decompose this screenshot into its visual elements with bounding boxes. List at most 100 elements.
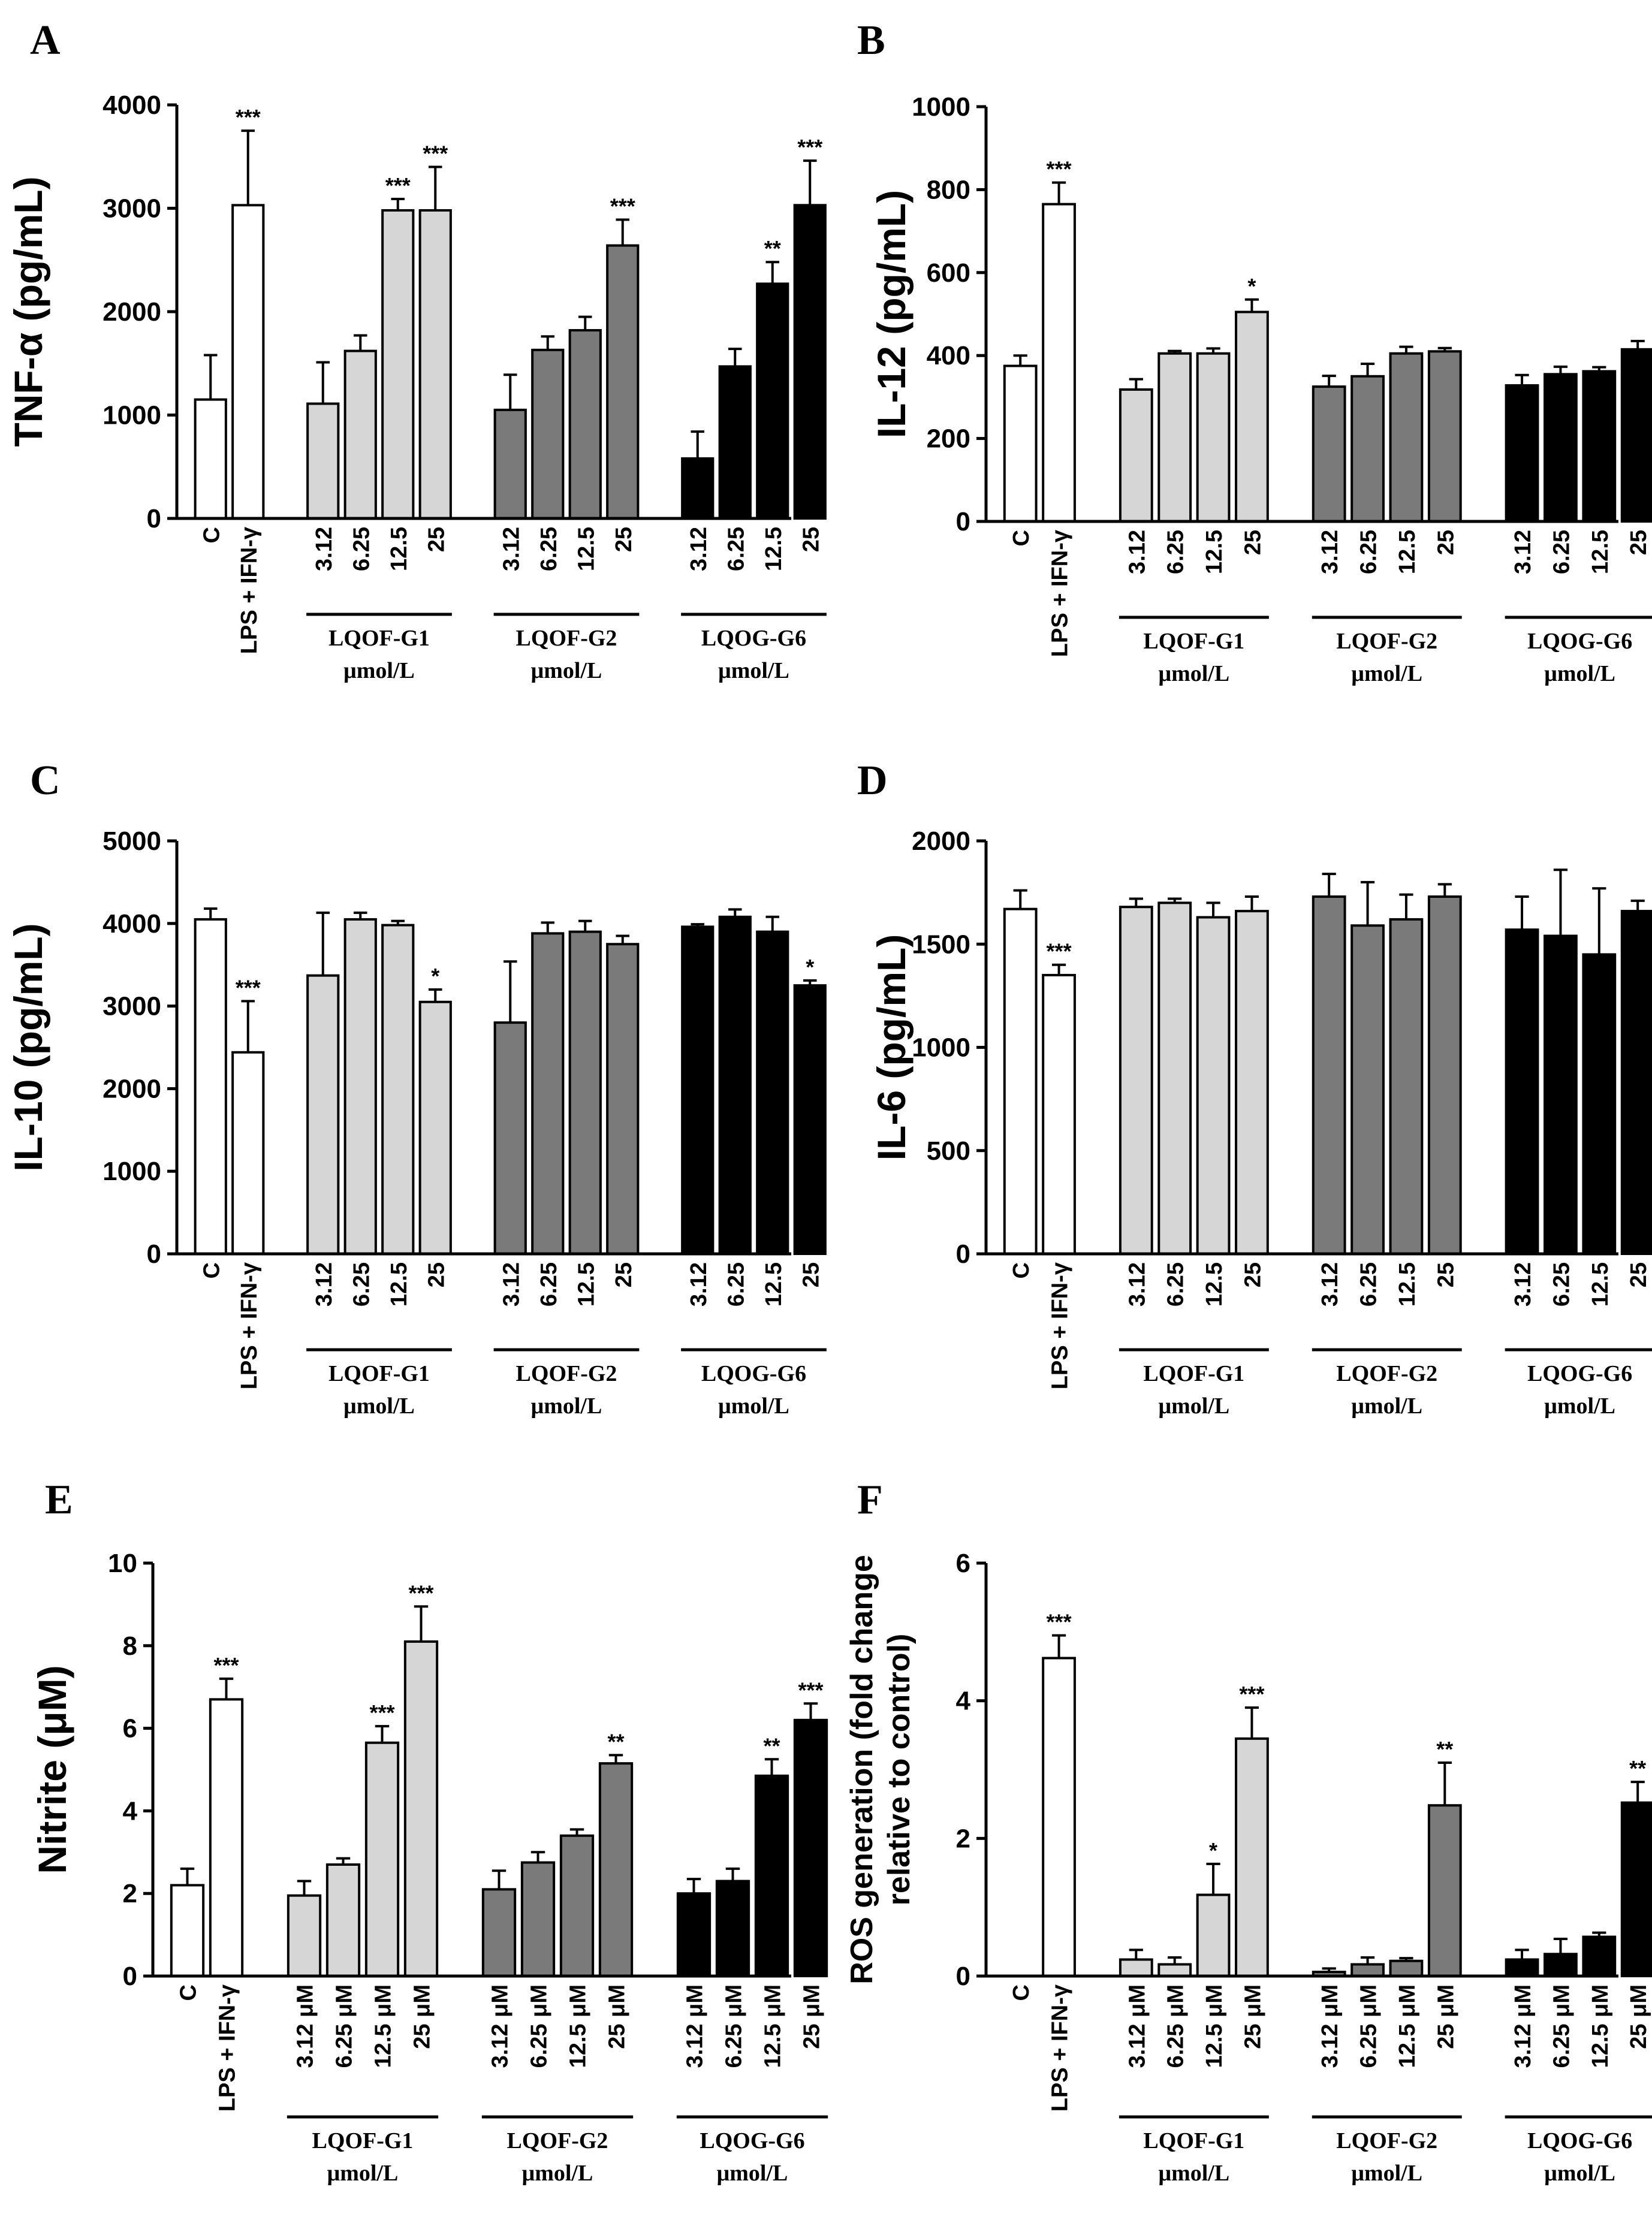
x-category-label: 6.25: [536, 1262, 562, 1307]
x-category-label: 25: [1433, 530, 1458, 555]
bar-lqof-g2: [520, 1861, 556, 1977]
x-category-label: 25: [611, 527, 637, 552]
significance-marker: ***: [610, 194, 635, 218]
x-category-label: 3.12: [312, 1262, 337, 1307]
group-label: LQOG-G6: [701, 626, 806, 651]
x-category-label: 25: [611, 1262, 637, 1287]
x-category-label: 25: [424, 527, 449, 552]
bar-control: [1042, 1657, 1076, 1977]
bar-lqof-g1: [1119, 906, 1153, 1255]
bar-lqof-g1: [343, 918, 377, 1256]
y-tick-label: 2000: [103, 1074, 161, 1103]
chart-panel-e: E Nitrite (μM) 0 2 4 6 8 10 C *** LPS + IFN-γ 3.12 …: [30, 1477, 828, 2186]
x-category-label: LPS + IFN-γ: [1048, 530, 1073, 657]
y-axis-label-line: relative to control): [882, 1634, 917, 1906]
x-category-label: 12.5 μM: [1588, 1984, 1613, 2068]
bar-lqog-g6: [1620, 910, 1652, 1255]
significance-marker: ***: [1047, 1610, 1072, 1634]
significance-marker: ***: [1047, 939, 1072, 964]
y-axis-label: IL-6 (pg/mL): [869, 934, 914, 1161]
significance-marker: ***: [423, 141, 448, 166]
significance-marker: *: [1209, 1838, 1217, 1863]
y-tick-label: 800: [927, 175, 970, 204]
chart-panel-f: F ROS generation (fold changerelative to …: [845, 1477, 1652, 2186]
group-unit-label: μmol/L: [1159, 661, 1230, 686]
significance-marker: ***: [798, 1678, 823, 1702]
group-label: LQOF-G1: [1143, 2128, 1244, 2153]
x-category-label: 25 μM: [1626, 1984, 1651, 2049]
x-category-label: 6.25: [1356, 530, 1382, 574]
significance-marker: *: [1247, 274, 1256, 298]
bar-lqof-g1: [306, 402, 340, 520]
bar-lqog-g6: [793, 1718, 828, 1978]
y-tick-label: 5000: [103, 827, 161, 856]
bar-lqof-g1: [403, 1640, 439, 1977]
y-tick-label: 1000: [912, 92, 970, 122]
bar-lqog-g6: [793, 204, 827, 520]
y-tick-label: 1500: [912, 930, 970, 959]
bar-lqof-g1: [1157, 1963, 1192, 1977]
bar-lqog-g6: [681, 457, 715, 520]
x-category-label: 3.12: [1511, 530, 1536, 574]
y-tick-label: 0: [956, 1962, 970, 1991]
x-category-label: 6.25: [723, 527, 749, 571]
group-label: LQOF-G2: [1336, 629, 1437, 654]
y-tick-label: 8: [123, 1631, 137, 1661]
bar-lqof-g2: [1312, 385, 1346, 523]
x-category-label: 12.5: [761, 1262, 786, 1307]
group-unit-label: μmol/L: [531, 1393, 602, 1419]
y-tick-label: 1000: [912, 1033, 970, 1063]
x-category-label: 6.25: [1549, 530, 1574, 574]
x-category-label: 12.5 μM: [371, 1984, 396, 2068]
significance-marker: **: [607, 1729, 624, 1754]
bar-lqof-g2: [559, 1834, 595, 1977]
x-category-label: 25 μM: [605, 1984, 630, 2049]
bar-lqof-g2: [493, 1021, 527, 1256]
bar-control: [1003, 364, 1038, 523]
y-tick-label: 0: [123, 1962, 137, 1991]
bar-lqof-g1: [1119, 388, 1153, 523]
x-category-label: 3.12: [1125, 530, 1150, 574]
bar-lqog-g6: [754, 1774, 789, 1977]
y-tick-label: 0: [147, 504, 161, 533]
y-tick-label: 0: [956, 507, 970, 536]
group-unit-label: μmol/L: [1544, 1393, 1615, 1419]
panel-letter: C: [30, 758, 61, 804]
significance-marker: ***: [236, 105, 261, 129]
y-axis-label: TNF-α (pg/mL): [6, 176, 50, 447]
x-category-label: 25 μM: [1240, 1984, 1265, 2049]
group-unit-label: μmol/L: [1544, 661, 1615, 686]
bar-lqog-g6: [1505, 1958, 1539, 1977]
group-unit-label: μmol/L: [1544, 2161, 1615, 2186]
group-label: LQOF-G2: [516, 1361, 617, 1386]
bar-lqog-g6: [756, 930, 789, 1255]
chart-panel-c: C IL-10 (pg/mL) 0 1000 2000 3000 4000 5000 C *** L…: [6, 758, 827, 1419]
x-category-label: 25: [798, 527, 824, 552]
x-category-label: 12.5: [387, 527, 412, 571]
y-tick-label: 6: [956, 1549, 970, 1578]
x-category-label: 12.5 μM: [566, 1984, 591, 2068]
x-category-label: 6.25: [1163, 1262, 1189, 1307]
x-category-label: 3.12: [499, 527, 524, 571]
x-category-label: LPS + IFN-γ: [215, 1984, 240, 2112]
x-category-label: 3.12: [1125, 1262, 1150, 1307]
y-axis-label: IL-12 (pg/mL): [869, 190, 914, 438]
bar-lqof-g2: [606, 244, 640, 520]
group-unit-label: μmol/L: [1351, 2161, 1422, 2186]
bar-lqof-g2: [568, 329, 602, 520]
panel-letter: B: [857, 17, 885, 64]
bar-lqog-g6: [1582, 953, 1617, 1255]
significance-marker: ***: [236, 975, 261, 1000]
x-category-label: LPS + IFN-γ: [237, 1262, 262, 1389]
bar-lqog-g6: [1505, 928, 1539, 1255]
x-category-label: 6.25: [1163, 530, 1189, 574]
y-tick-label: 10: [108, 1549, 137, 1578]
x-category-label: 6.25 μM: [332, 1984, 357, 2068]
x-category-label: 12.5: [1202, 1262, 1227, 1307]
y-axis-label: ROS generation (fold changerelative to c…: [845, 1555, 917, 1984]
bar-lqof-g2: [1427, 350, 1462, 523]
x-category-label: 6.25 μM: [722, 1984, 747, 2068]
panel-letter: E: [45, 1477, 73, 1523]
bar-lqof-g1: [418, 209, 452, 520]
group-label: LQOG-G6: [700, 2128, 804, 2153]
